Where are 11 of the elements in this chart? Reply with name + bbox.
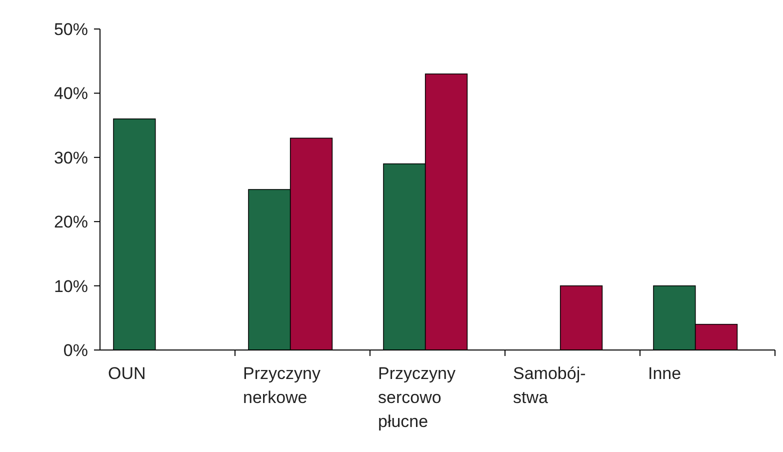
y-tick-label: 30% bbox=[54, 148, 88, 168]
y-tick-label: 10% bbox=[54, 276, 88, 296]
x-tick-label: Przyczyny nerkowe bbox=[243, 364, 321, 407]
y-tick-label: 0% bbox=[63, 340, 88, 360]
x-tick-label: OUN bbox=[108, 364, 146, 383]
x-tick-label: Inne bbox=[648, 364, 682, 383]
x-tick-label: Samobój- stwa bbox=[513, 364, 586, 407]
x-tick-label: Przyczyny sercowo płucne bbox=[378, 364, 456, 431]
y-tick-label: 20% bbox=[54, 212, 88, 232]
y-tick-label: 40% bbox=[54, 84, 88, 104]
y-tick-label: 50% bbox=[54, 20, 88, 39]
